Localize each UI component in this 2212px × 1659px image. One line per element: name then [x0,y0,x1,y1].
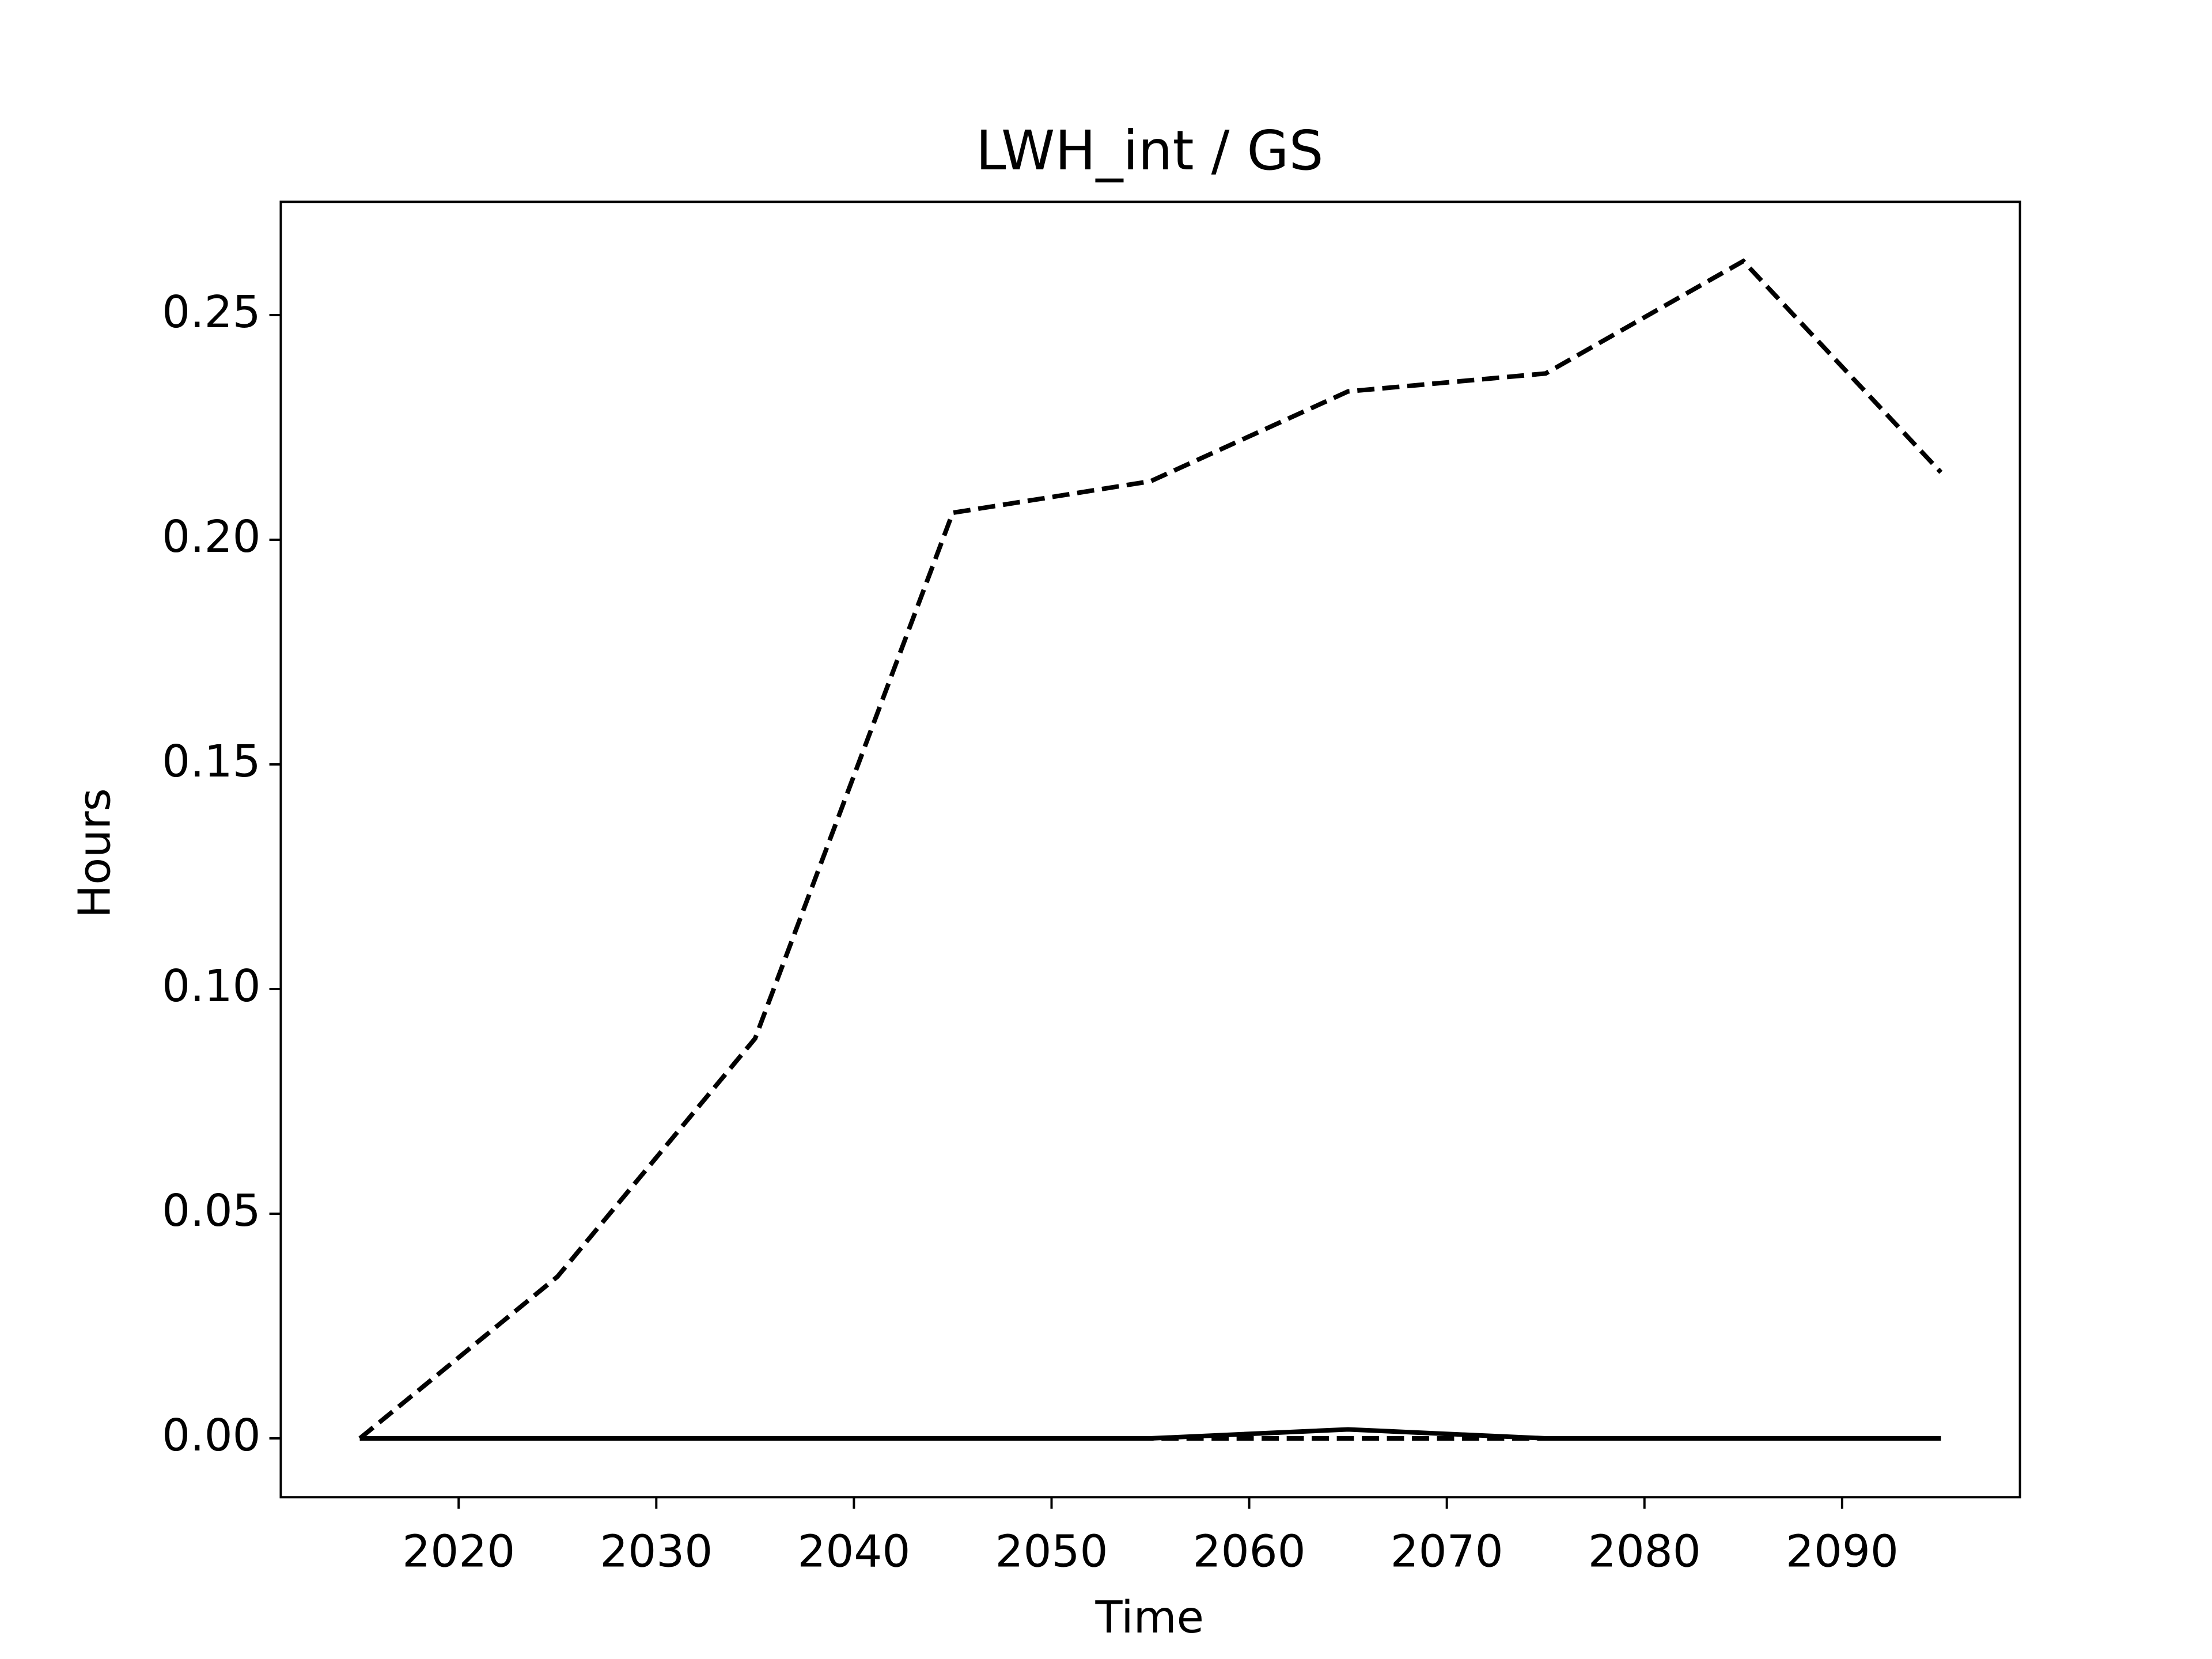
line-series [358,258,1943,1441]
x-tick-label: 2020 [402,1526,515,1578]
y-tick-label: 0.25 [162,286,260,338]
chart-title: LWH_int / GS [976,119,1323,183]
x-tick-label: 2070 [1391,1526,1503,1578]
y-tick-label: 0.10 [162,960,260,1012]
y-tick-label: 0.00 [162,1410,260,1461]
line-series [359,1427,1941,1441]
x-tick-label: 2030 [600,1526,713,1578]
x-tick-label: 2040 [797,1526,910,1578]
y-axis-label: Hours [69,788,120,918]
x-tick-label: 2090 [1786,1526,1899,1578]
y-tick-label: 0.20 [162,511,260,563]
y-tick-label: 0.15 [162,736,260,787]
x-axis-label: Time [1095,1592,1204,1643]
x-tick-label: 2050 [995,1526,1108,1578]
x-tick-label: 2080 [1588,1526,1701,1578]
x-tick-label: 2060 [1193,1526,1306,1578]
y-tick-label: 0.05 [162,1185,260,1237]
plot-frame [279,200,2021,1499]
